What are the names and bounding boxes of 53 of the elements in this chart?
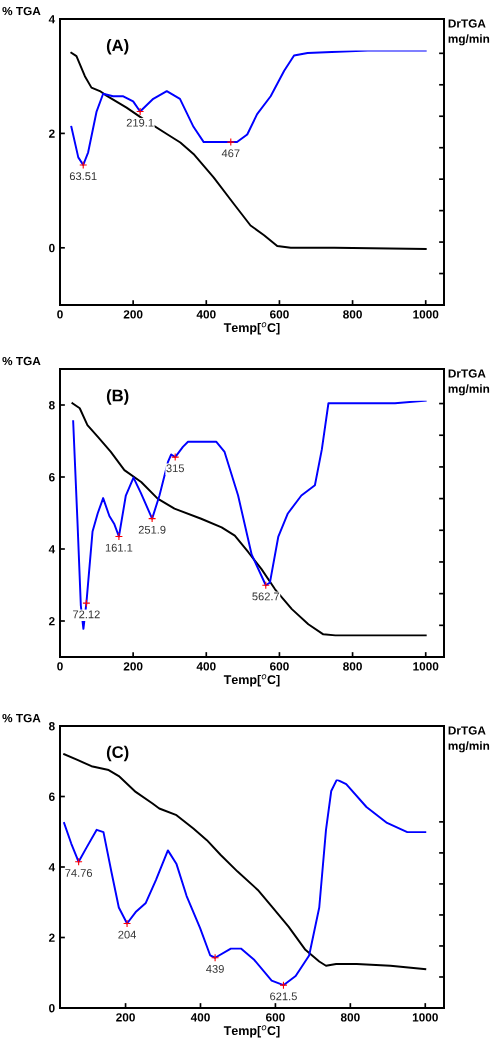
x-tick-label: 200 <box>116 1013 135 1022</box>
x-axis-title: Temp[$^{o}$C] <box>223 1025 280 1038</box>
y-tick-label: 0 <box>49 1004 55 1013</box>
y-tick-label: 4 <box>48 15 56 24</box>
x-axis-title: Temp[$^{o}$C] <box>223 322 280 335</box>
y-tick-label: 4 <box>48 545 56 554</box>
annotation: (B) <box>106 389 129 405</box>
annotation: 621.5 <box>270 992 297 1001</box>
annotation: 251.9 <box>138 525 166 534</box>
x-tick-label: 800 <box>340 1013 360 1022</box>
y-axis-title: DrTGA mg/min <box>448 726 490 753</box>
annotation: 219.1 <box>126 118 154 127</box>
annotation: 315 <box>166 464 184 473</box>
y-tick-label: 8 <box>48 401 55 410</box>
x-tick-label: 200 <box>123 662 143 671</box>
y-tick-label: 2 <box>48 933 55 942</box>
x-tick-label: 600 <box>270 662 289 671</box>
x-tick-label: 1000 <box>412 1013 438 1022</box>
annotation: (A) <box>106 39 129 55</box>
x-tick-label: 1000 <box>413 310 439 319</box>
x-tick-label: 0 <box>57 662 63 671</box>
annotation: 161.1 <box>105 543 133 552</box>
x-tick-label: 1000 <box>413 662 439 671</box>
y-axis-title: % TGA <box>2 6 41 16</box>
x-tick-label: 800 <box>343 662 362 671</box>
annotation: 562.7 <box>252 592 280 601</box>
y-axis-title: DrTGA mg/min <box>448 19 490 46</box>
y-tick-label: 6 <box>49 792 55 801</box>
x-tick-label: 0 <box>57 310 63 319</box>
y-axis-title: % TGA <box>2 356 41 366</box>
x-tick-label: 600 <box>266 1013 285 1022</box>
x-tick-label: 400 <box>196 662 216 671</box>
annotation: 63.51 <box>69 172 97 181</box>
x-tick-label: 600 <box>270 310 289 319</box>
y-axis-title: % TGA <box>2 713 41 723</box>
y-tick-label: 8 <box>48 722 55 731</box>
x-axis-title: Temp[$^{o}$C] <box>223 674 280 687</box>
x-tick-label: 200 <box>123 310 143 319</box>
x-tick-label: 800 <box>343 310 362 319</box>
annotation: 72.12 <box>73 610 100 619</box>
y-tick-label: 2 <box>48 617 55 626</box>
annotation: 74.76 <box>65 869 93 877</box>
annotation: 204 <box>118 930 136 939</box>
y-tick-label: 0 <box>49 243 55 253</box>
y-tick-label: 4 <box>48 863 56 872</box>
annotation: 439 <box>206 964 224 973</box>
annotation: (C) <box>106 745 129 762</box>
annotation: 467 <box>221 149 240 158</box>
x-tick-label: 400 <box>196 310 216 319</box>
y-tick-label: 6 <box>49 473 55 482</box>
y-axis-title: DrTGA mg/min <box>448 369 490 396</box>
x-tick-label: 400 <box>190 1013 210 1022</box>
y-tick-label: 2 <box>48 129 55 138</box>
